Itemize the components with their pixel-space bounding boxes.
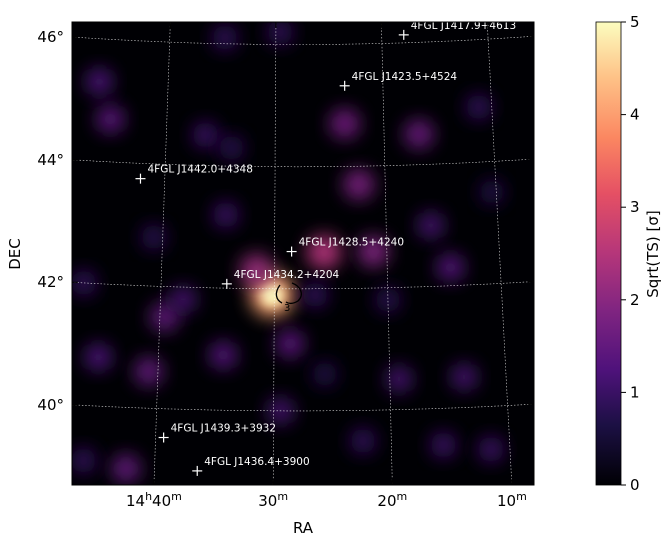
ts-hotspot [465, 94, 492, 120]
source-label: 4FGL J1417.9+4613 [411, 20, 516, 32]
source-label: 4FGL J1439.3+3932 [171, 423, 276, 435]
colorbar-tick-label: 3 [630, 198, 640, 216]
ts-hotspot [192, 121, 219, 149]
ra-grid-line [486, 22, 513, 485]
source-markers: 4FGL J1417.9+4613 4FGL J1423.5+4524 4FGL J… [135, 20, 516, 476]
ts-hotspot [350, 428, 376, 454]
source-marker: 4FGL J1436.4+3900 [192, 456, 310, 476]
ts-hotspot [72, 447, 97, 474]
x-axis-label: RA [293, 519, 314, 537]
source-label: 4FGL J1436.4+3900 [204, 456, 309, 468]
ts-hotspots [72, 22, 505, 484]
source-marker: 4FGL J1423.5+4524 [339, 71, 458, 91]
source-label: 4FGL J1423.5+4524 [352, 71, 458, 83]
ts-hotspot [430, 431, 457, 459]
colorbar-tick-label: 4 [630, 106, 640, 124]
ts-hotspot [375, 287, 401, 313]
source-marker: 4FGL J1434.2+4204 [221, 269, 340, 289]
ts-hotspot [218, 135, 244, 161]
source-label: 4FGL J1442.0+4348 [147, 164, 252, 176]
colorbar-tick-label: 5 [630, 13, 640, 31]
source-marker: 4FGL J1439.3+3932 [158, 423, 276, 443]
y-tick-label: 46° [37, 28, 64, 46]
x-tick-label: 20m [377, 490, 407, 510]
y-tick-label: 42° [37, 273, 64, 291]
ts-hotspot [436, 253, 465, 282]
dec-grid-line [72, 158, 534, 168]
ts-hotspot [357, 235, 389, 268]
ts-hotspot-core [261, 283, 284, 306]
x-tick-label: 10m [497, 490, 527, 510]
ts-hotspot [212, 24, 238, 51]
ts-hotspot [312, 361, 338, 387]
ts-hotspot [96, 104, 125, 134]
colorbar-ticks: 0 1 2 3 4 5 [621, 13, 640, 494]
ra-grid-line [381, 22, 393, 485]
ts-hotspot [343, 169, 375, 200]
source-marker: 4FGL J1442.0+4348 [135, 164, 253, 184]
coordinate-grid [30, 0, 534, 541]
ra-grid-line [272, 22, 277, 485]
source-label: 4FGL J1434.2+4204 [234, 269, 340, 281]
plot-frame [71, 21, 535, 486]
y-tick-label: 44° [37, 151, 64, 169]
source-label: 4FGL J1428.5+4240 [299, 237, 404, 249]
ts-hotspot [111, 454, 141, 484]
ts-hotspot [385, 365, 413, 393]
x-tick-label: 30m [258, 490, 288, 510]
x-tick-label: 14h40m [126, 490, 182, 510]
ts-hotspot [212, 201, 239, 228]
dec-grid-line [72, 35, 534, 45]
ts-hotspot [169, 285, 197, 313]
ts-hotspot [267, 22, 293, 46]
map-background [72, 22, 534, 485]
colorbar-tick-label: 0 [630, 476, 640, 494]
ts-hotspot [149, 302, 179, 332]
ts-hotspot [477, 436, 505, 463]
contour-line [275, 282, 302, 305]
ts-hotspot [72, 270, 97, 296]
ts-hotspot [404, 119, 434, 149]
colorbar-label: Sqrt(TS) [σ] [644, 210, 662, 297]
colorbar-gradient [595, 21, 622, 486]
ts-contour: 3 [275, 282, 302, 314]
ts-hotspot [329, 108, 360, 139]
ts-hotspot [134, 357, 164, 386]
source-marker: 4FGL J1428.5+4240 [286, 237, 404, 257]
ts-hotspot [209, 341, 238, 370]
ts-hotspot [302, 282, 328, 308]
ra-grid-line [30, 0, 70, 541]
ts-hotspot [239, 253, 273, 287]
colorbar-tick-label: 2 [630, 291, 640, 309]
dec-grid-line [72, 403, 534, 412]
colorbar-tick-label: 1 [630, 383, 640, 401]
colorbar: 0 1 2 3 4 5 Sqrt(TS) [σ] [595, 13, 662, 494]
ts-hotspot [479, 179, 505, 205]
ts-hotspot [450, 363, 478, 391]
ts-hotspot [141, 224, 167, 250]
y-tick-label: 40° [37, 396, 64, 414]
ts-hotspot [275, 329, 305, 358]
y-axis-label: DEC [6, 238, 24, 270]
contour-label: 3 [284, 303, 290, 314]
ts-hotspot [85, 68, 113, 96]
ts-hotspot [306, 234, 342, 270]
ts-hotspot [417, 212, 445, 239]
ts-hotspot [84, 343, 112, 371]
source-marker: 4FGL J1417.9+4613 [398, 20, 516, 40]
